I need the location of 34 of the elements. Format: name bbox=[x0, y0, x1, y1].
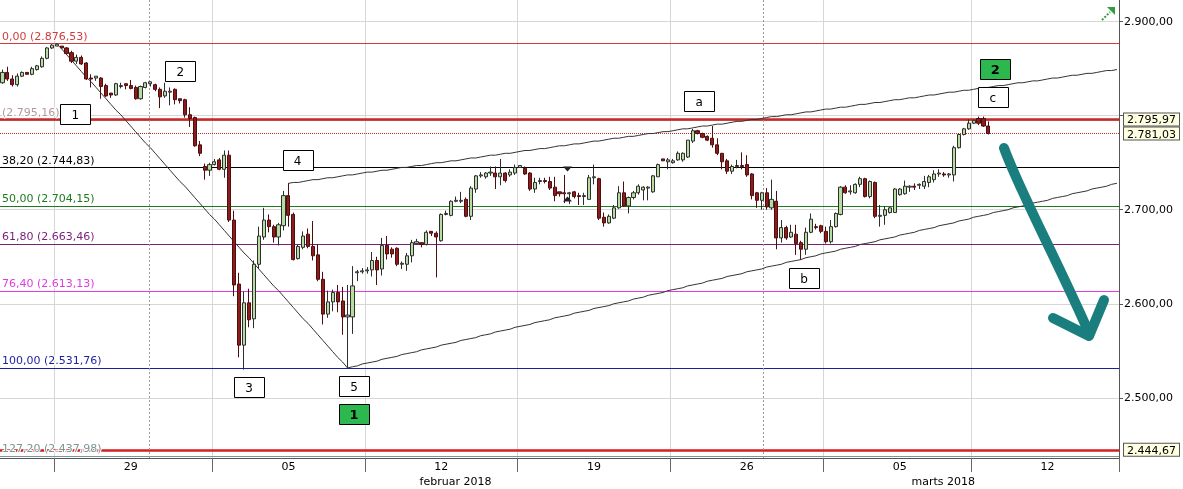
y-tick-label: 2.700,00 bbox=[1124, 203, 1173, 217]
y-tick-label: 2.781,03 bbox=[1127, 127, 1176, 141]
text: februar 2018 bbox=[419, 474, 492, 488]
x-tick-label: 12 bbox=[434, 460, 449, 473]
annotation: 4 bbox=[293, 153, 302, 168]
annotation: 1 bbox=[349, 407, 359, 423]
ref-line-label: (2.795,16) bbox=[2, 106, 60, 120]
ref-line-label: 100,00 (2.531,76) bbox=[2, 353, 102, 367]
annotation: 1 bbox=[71, 107, 80, 122]
x-tick-label: 05 bbox=[892, 460, 907, 473]
ref-line-label: 50,00 (2.704,15) bbox=[2, 191, 95, 205]
annotation: 3 bbox=[245, 381, 253, 396]
y-tick-label: 2.795,97 bbox=[1127, 113, 1176, 127]
y-tick-label: 2.500,00 bbox=[1124, 391, 1173, 405]
annotation: b bbox=[800, 272, 808, 287]
annotation: a bbox=[695, 94, 703, 109]
ref-line-label: 0,00 (2.876,53) bbox=[2, 29, 88, 43]
annotation: 2 bbox=[176, 65, 185, 80]
y-tick-label: 2.600,00 bbox=[1124, 297, 1173, 311]
ref-line-label: 127,20 (2.437,98) bbox=[2, 442, 102, 456]
x-tick-label: 26 bbox=[739, 460, 754, 473]
y-tick-label: 2.900,00 bbox=[1124, 15, 1173, 29]
ref-line-label: 76,40 (2.613,13) bbox=[2, 277, 95, 291]
x-tick-label: 29 bbox=[123, 460, 138, 473]
y-tick-label: 2.444,67 bbox=[1127, 443, 1176, 457]
ref-line-label: 61,80 (2.663,46) bbox=[2, 230, 95, 244]
text: marts 2018 bbox=[911, 474, 976, 488]
ref-line-label: 38,20 (2.744,83) bbox=[2, 153, 95, 167]
x-tick-label: 19 bbox=[587, 460, 602, 473]
x-tick-label: 05 bbox=[281, 460, 296, 473]
annotation: c bbox=[989, 90, 997, 105]
annotation: 5 bbox=[350, 379, 358, 394]
x-tick-label: 12 bbox=[1040, 460, 1055, 473]
annotation: 2 bbox=[990, 62, 1000, 78]
